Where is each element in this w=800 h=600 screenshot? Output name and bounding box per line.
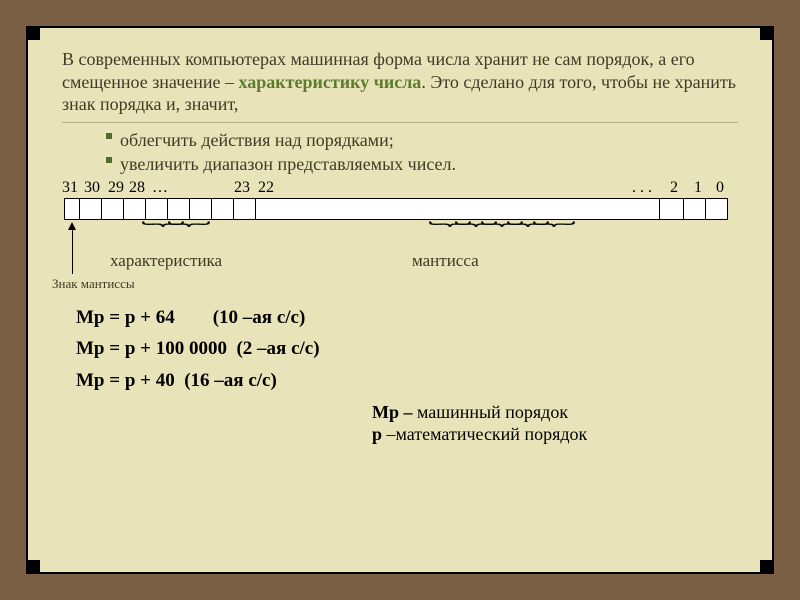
formula-3: Mp = p + 40 (16 –ая с/с) [76,369,738,393]
bit-divider [79,199,80,219]
intro-text: В современных компьютерах машинная форма… [62,48,738,116]
formulas: Mp = p + 64 (10 –ая с/с) Mp = p + 100 00… [62,306,738,393]
bit-divider [211,199,212,219]
legend-p-b: p [372,424,387,444]
bit-label: 28 [129,178,145,198]
corner-decor [760,560,774,574]
bit-divider [705,199,706,219]
bit-label: 2 [670,178,678,198]
legend: Mp – машинный порядок p –математический … [62,401,738,446]
bit-divider [145,199,146,219]
bit-divider [683,199,684,219]
bit-divider [167,199,168,219]
corner-decor [760,26,774,40]
outer-frame: В современных компьютерах машинная форма… [0,0,800,600]
bit-divider [101,199,102,219]
label-characteristic: характеристика [110,250,222,271]
slide-content: В современных компьютерах машинная форма… [28,28,772,462]
bit-divider [123,199,124,219]
bit-label: … [152,178,168,198]
bit-label: . . . [632,178,652,198]
bit-label: 31 [62,178,78,198]
sign-arrow-line [72,230,73,274]
legend-mp-b: Mp – [372,402,417,422]
sign-arrow-head [68,222,76,230]
bit-label: 23 [234,178,250,198]
bit-divider [659,199,660,219]
bullet-item: облегчить действия над порядками; [106,129,738,152]
label-mantissa: мантисса [412,250,479,271]
corner-decor [26,26,40,40]
legend-p-t: –математический порядок [387,424,588,444]
label-sign: Знак мантиссы [52,276,135,292]
bit-label: 0 [716,178,724,198]
bit-field-box [64,198,728,220]
bit-divider [255,199,256,219]
paper: В современных компьютерах машинная форма… [26,26,774,574]
bit-label: 22 [258,178,274,198]
intro-highlight: характеристику числа [239,72,422,92]
bullet-list: облегчить действия над порядками; увелич… [62,129,738,176]
bit-label: 1 [694,178,702,198]
bit-divider [189,199,190,219]
bit-label: 29 [108,178,124,198]
corner-decor [26,560,40,574]
bullet-item: увеличить диапазон представляемых чисел. [106,153,738,176]
bit-divider [233,199,234,219]
legend-mp-t: машинный порядок [417,402,568,422]
bit-label: 30 [84,178,100,198]
bit-diagram: 31 30 29 28 … 23 22 . . . 2 1 0 ︸︸ ︸︸︸︸︸ [62,178,738,298]
formula-2: Mp = p + 100 0000 (2 –ая с/с) [76,337,738,361]
formula-1: Mp = p + 64 (10 –ая с/с) [76,306,738,330]
divider [62,122,738,123]
bit-numbers: 31 30 29 28 … 23 22 . . . 2 1 0 [62,178,738,198]
